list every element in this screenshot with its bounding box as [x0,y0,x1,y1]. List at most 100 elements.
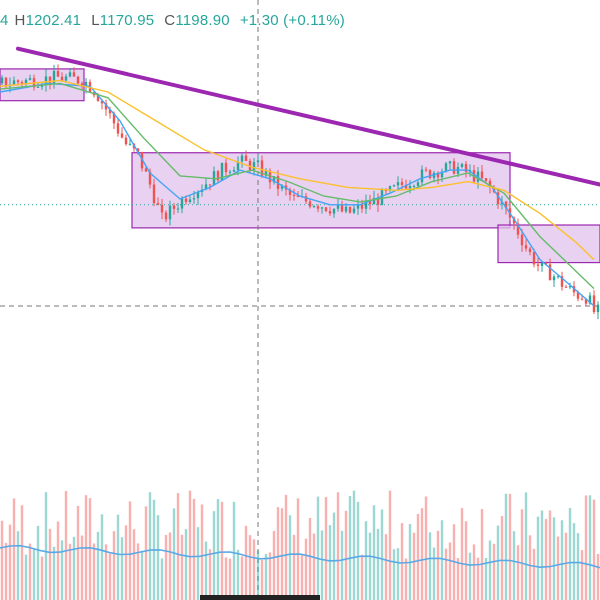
volume-bar [129,501,131,600]
volume-bar [229,559,231,600]
volume-bar [89,498,91,600]
candle-body [157,203,159,205]
volume-bar [349,496,351,600]
volume-bar [217,499,219,600]
candle-body [309,201,311,206]
volume-bar [61,540,63,600]
candle-body [1,78,3,84]
volume-bar [337,492,339,600]
consolidation-zone-3 [498,225,600,263]
candle-body [481,172,483,179]
candle-body [541,263,543,266]
volume-bar [469,553,471,600]
volume-bar [45,492,47,600]
volume-bar [253,539,255,600]
volume-bar [381,509,383,600]
volume-bar [205,541,207,600]
candle-body [189,199,191,202]
volume-bar [201,504,203,600]
candle-body [381,190,383,205]
candle-body [257,160,259,162]
candle-body [485,178,487,181]
candle-body [193,198,195,199]
candle-body [29,78,31,80]
candle-body [129,144,131,145]
volume-bar [525,492,527,600]
volume-bar [273,531,275,600]
volume-bar [161,558,163,600]
volume-bar [37,526,39,600]
candle-body [345,207,347,212]
volume-bar [421,508,423,600]
volume-bar [517,545,519,600]
volume-bar [269,552,271,600]
close-value: 1198.90 [175,12,230,29]
candle-body [581,299,583,300]
volume-bar [461,508,463,600]
candle-body [17,80,19,82]
candle-body [125,138,127,145]
candle-body [393,185,395,186]
volume-bar [69,544,71,600]
candle-body [329,211,331,213]
volume-bar [77,506,79,600]
volume-bar [293,535,295,600]
volume-bar [9,525,11,600]
volume-bar [189,491,191,600]
volume-bar [369,533,371,600]
candle-body [241,156,243,162]
volume-bar [317,497,319,600]
candle-body [321,207,323,208]
volume-bar [233,502,235,600]
candle-body [565,287,567,288]
volume-bar [213,511,215,600]
volume-bar [305,539,307,600]
volume-bar [185,529,187,600]
volume-bar [361,555,363,600]
volume-bar [165,535,167,600]
volume-bar [501,516,503,600]
time-axis-highlight [200,595,320,600]
candle-body [353,209,355,213]
volume-bar [597,554,599,600]
candle-body [73,72,75,76]
candle-body [453,161,455,173]
candle-body [181,199,183,209]
volume-bar [405,558,407,600]
volume-bar [573,523,575,600]
candle-body [333,209,335,214]
volume-bar [109,554,111,600]
volume-bar [589,495,591,600]
candle-body [425,169,427,170]
candle-body [153,185,155,204]
volume-bar [33,549,35,600]
volume-bar [21,505,23,600]
candle-body [349,207,351,213]
volume-bar [481,509,483,600]
volume-bar [465,521,467,600]
volume-bar [345,511,347,600]
candle-body [337,205,339,208]
volume-bar [301,555,303,600]
volume-bar [393,549,395,600]
volume-bar [557,537,559,600]
volume-bar [225,557,227,600]
volume-bar [513,531,515,600]
volume-bar [593,500,595,600]
volume-bar [149,492,151,600]
candle-body [233,170,235,172]
volume-bar [413,533,415,600]
candle-body [229,172,231,173]
volume-bar [133,529,135,600]
candle-body [525,245,527,248]
volume-bar [113,531,115,600]
volume-bar [25,555,27,600]
volume-bar [101,514,103,600]
candle-body [177,209,179,210]
volume-bar [553,517,555,600]
volume-bar [425,496,427,600]
candle-body [61,77,63,81]
volume-bar [549,510,551,600]
candle-body [461,164,463,167]
